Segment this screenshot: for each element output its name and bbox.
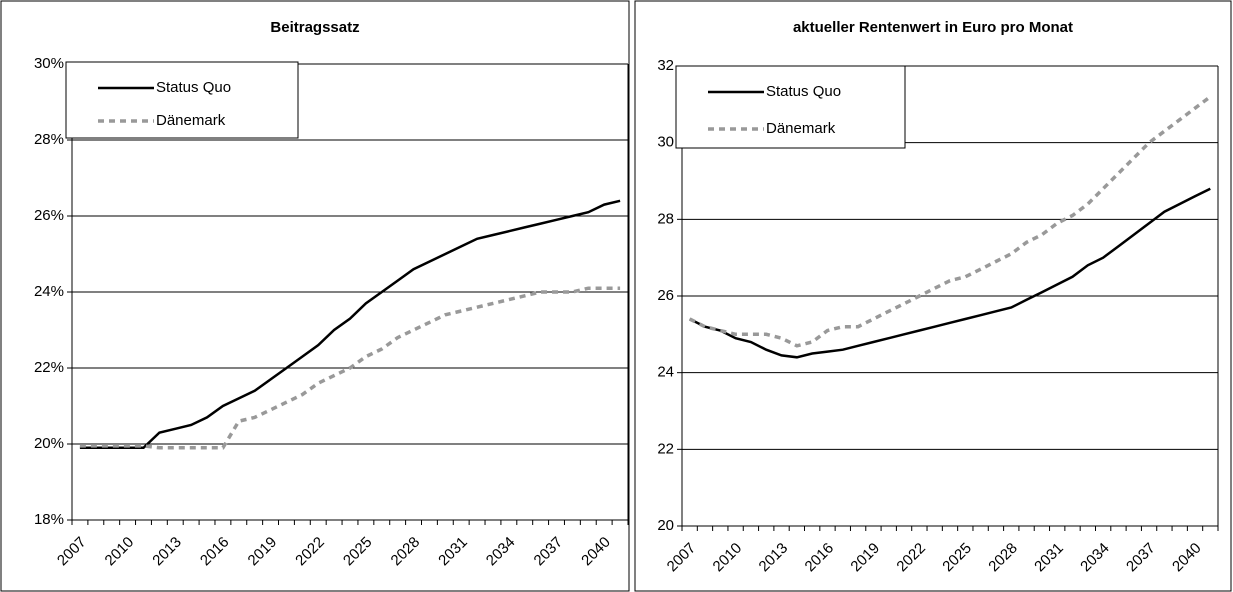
series-line [79,286,621,450]
y-tick-label: 26 [657,287,674,304]
y-tick-label: 20 [657,517,674,534]
y-tick-label: 22% [34,359,64,376]
y-tick-label: 20% [34,435,64,452]
legend-label: Dänemark [156,112,226,129]
legend-label: Status Quo [766,83,841,100]
y-tick-label: 30 [657,134,674,151]
y-tick-label: 28 [657,210,674,227]
legend [65,61,299,139]
legend-label: Status Quo [156,79,231,96]
series-line [689,187,1211,359]
y-tick-label: 18% [34,511,64,528]
y-tick-label: 24 [657,364,674,381]
chart-title: aktueller Rentenwert in Euro pro Monat [793,19,1073,36]
y-tick-label: 30% [34,55,64,72]
y-tick-label: 28% [34,131,64,148]
chart-title: Beitragssatz [270,19,359,36]
y-tick-label: 26% [34,207,64,224]
series-line [688,95,1212,348]
legend-label: Dänemark [766,120,836,137]
y-tick-label: 22 [657,440,674,457]
y-tick-label: 32 [657,57,674,74]
y-tick-label: 24% [34,283,64,300]
legend [675,65,906,149]
series-line [79,199,621,450]
